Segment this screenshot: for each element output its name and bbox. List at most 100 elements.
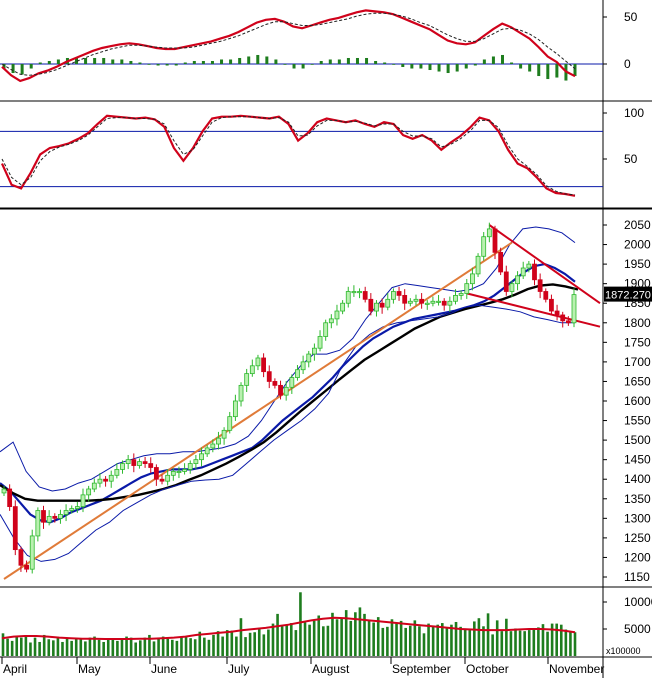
volume-bar	[84, 641, 87, 656]
volume-bar	[518, 630, 522, 656]
price-y-2000-label: 2000	[624, 238, 651, 252]
candle-body	[345, 291, 351, 304]
candle-body	[46, 515, 52, 523]
volume-bar	[106, 639, 110, 656]
volume-bar	[239, 618, 243, 656]
volume-bar	[61, 641, 64, 656]
candle-body	[458, 293, 464, 296]
month-label-june: June	[151, 662, 177, 676]
volume-bar	[322, 626, 325, 656]
volume-bar	[143, 637, 147, 656]
candle-body	[498, 251, 504, 273]
candle-body	[272, 381, 278, 386]
macd-histogram-bar	[111, 59, 115, 64]
volume-y-10000-label: 10000	[624, 595, 652, 609]
macd-histogram-bar	[192, 60, 196, 64]
volume-bar	[180, 637, 183, 656]
macd-histogram-bar	[229, 59, 233, 64]
candle-body	[441, 300, 447, 306]
candle-body	[63, 510, 69, 515]
candle-body	[453, 294, 458, 302]
volume-bar	[404, 627, 407, 656]
candle-body	[374, 302, 379, 312]
volume-bar	[97, 639, 101, 656]
candle-body	[86, 488, 92, 496]
candle-body	[419, 298, 425, 304]
macd-histogram-bar	[129, 60, 133, 64]
macd-histogram-bar	[292, 64, 296, 69]
macd-histogram-bar	[410, 64, 414, 69]
macd-histogram-bar	[392, 64, 396, 65]
price-y-1750-label: 1750	[624, 335, 651, 349]
candle-body	[402, 294, 408, 304]
candle-body	[153, 467, 159, 480]
volume-bar	[88, 637, 92, 656]
candle-body	[379, 302, 385, 308]
candle-body	[97, 478, 103, 484]
price-y-1200-label: 1200	[624, 550, 651, 564]
volume-bar	[418, 626, 421, 656]
candle-body	[187, 463, 193, 470]
macd-histogram-bar	[283, 64, 287, 65]
month-label-april: April	[3, 662, 27, 676]
volume-bar	[111, 639, 115, 656]
volume-bar	[509, 631, 513, 656]
candle-body	[131, 459, 137, 466]
volume-bar	[505, 618, 508, 656]
candle-body	[407, 300, 413, 304]
volume-bar	[340, 618, 343, 656]
candle-body	[328, 318, 334, 324]
volume-bar	[56, 637, 60, 656]
volume-bar	[20, 637, 23, 656]
candle-body	[470, 273, 475, 285]
macd-histogram-bar	[29, 64, 33, 69]
candle-body	[52, 515, 58, 519]
price-y-1600-label: 1600	[624, 394, 651, 408]
volume-bar	[161, 636, 165, 656]
volume-bar	[367, 620, 371, 656]
candle-body	[91, 482, 97, 490]
candle-body	[69, 508, 75, 511]
volume-bar	[15, 636, 19, 656]
volume-bar	[125, 636, 128, 656]
volume-bar	[312, 620, 316, 656]
volume-bar	[33, 637, 37, 656]
volume-bar	[189, 638, 192, 656]
volume-bar	[445, 627, 449, 656]
candle-body	[306, 353, 312, 363]
candle-body	[244, 373, 250, 386]
candle-body	[238, 384, 244, 402]
price-y-1500-label: 1500	[624, 433, 651, 447]
candle-body	[204, 447, 210, 455]
candle-body	[125, 459, 131, 464]
volume-bar	[386, 626, 389, 656]
macd-histogram-bar	[500, 54, 504, 64]
candle-body	[565, 320, 571, 324]
macd-histogram-bar	[93, 57, 97, 64]
volume-bar	[6, 638, 9, 656]
candle-body	[120, 463, 125, 470]
volume-bar	[514, 628, 517, 656]
volume-bar	[120, 638, 124, 656]
volume-bar	[38, 641, 41, 656]
volume-bar	[148, 634, 151, 656]
month-label-may: May	[78, 662, 101, 676]
candle-body	[114, 469, 120, 476]
macd-panel	[0, 9, 603, 83]
volume-bar	[468, 630, 472, 656]
candle-body	[571, 294, 577, 324]
candle-body	[176, 470, 182, 473]
price-y-1400-label: 1400	[624, 472, 651, 486]
volume-bar	[74, 638, 78, 656]
volume-bar	[1, 633, 5, 656]
volume-bar	[29, 642, 32, 656]
volume-bar	[257, 627, 261, 656]
macd-histogram-bar	[56, 59, 60, 64]
macd-histogram-bar	[328, 59, 332, 64]
candle-body	[24, 564, 29, 570]
candle-body	[137, 461, 142, 466]
volume-bar	[331, 612, 334, 656]
axes: 0 50 50 100 1150 1200 1250 1300 1350 1400 1450 1500…	[1, 10, 652, 676]
price-panel	[0, 222, 601, 580]
